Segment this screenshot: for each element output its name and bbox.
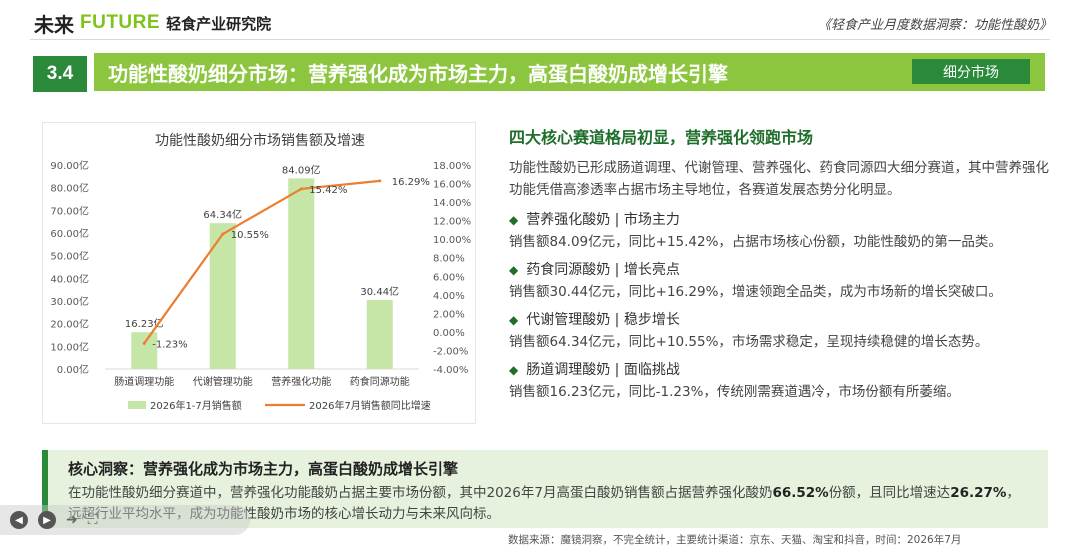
bar [366, 300, 393, 369]
segment-item: ◆ 药食同源酸奶 | 增长亮点 销售额30.44亿元，同比+16.29%，增速领跑… [509, 259, 1054, 303]
segment-title: 药食同源酸奶 | 增长亮点 [526, 262, 680, 278]
diamond-bullet-icon: ◆ [509, 363, 519, 377]
segment-title: 营养强化酸奶 | 市场主力 [526, 212, 680, 228]
right-intro: 功能性酸奶已形成肠道调理、代谢管理、营养强化、药食同源四大细分赛道，其中营养强化… [509, 160, 1049, 198]
line-point [378, 179, 382, 183]
section-title: 功能性酸奶细分市场：营养强化成为市场主力，高蛋白酸奶成增长引擎 [108, 61, 728, 86]
logo-cn: 未来 [34, 12, 74, 37]
logo: 未来 FUTURE 轻食产业研究院 [34, 8, 271, 38]
y-right-tick-label: 4.00% [433, 291, 465, 302]
segment-title: 肠道调理酸奶 | 面临挑战 [526, 362, 680, 378]
y-right-tick-label: -4.00% [433, 365, 468, 376]
bar [288, 178, 315, 369]
y-right-tick-label: 16.00% [433, 180, 471, 191]
line-point [221, 232, 225, 236]
growth-line [143, 179, 380, 344]
y-left-tick-label: 20.00亿 [50, 318, 89, 331]
y-right-tick-label: 8.00% [433, 254, 465, 265]
y-right-tick-label: 14.00% [433, 198, 471, 209]
combo-chart: 功能性酸奶细分市场销售额及增速 90.00亿 80.00亿 70.00亿 60.00亿 5… [50, 132, 471, 412]
segment-item: ◆ 代谢管理酸奶 | 稳步增长 销售额64.34亿元，同比+10.55%，市场需求… [509, 309, 1054, 353]
logo-org: 轻食产业研究院 [166, 14, 272, 33]
y-left-tick-label: 10.00亿 [50, 340, 89, 353]
legend-swatch-bar [128, 401, 146, 409]
insight-box: 核心洞察：营养强化成为市场主力，高蛋白酸奶成增长引擎 在功能性酸奶细分赛道中，营… [42, 450, 1048, 528]
right-column: 四大核心赛道格局初显，营养强化领跑市场 功能性酸奶已形成肠道调理、代谢管理、营养… [509, 124, 1054, 409]
y-left-tick-label: 40.00亿 [50, 272, 89, 285]
report-title: 《轻食产业月度数据洞察：功能性酸奶》 [817, 18, 1052, 33]
play-icon[interactable]: ▶ [38, 511, 56, 529]
line-data-label: -1.23% [152, 339, 187, 350]
header-divider [30, 39, 1050, 40]
section-tag: 细分市场 [912, 59, 1030, 84]
x-tick-label: 肠道调理功能 [114, 375, 174, 388]
y-right-tick-label: 2.00% [433, 309, 465, 320]
section-number: 3.4 [33, 56, 87, 92]
segment-desc: 销售额64.34亿元，同比+10.55%，市场需求稳定，呈现持续稳健的增长态势。 [509, 334, 989, 350]
y-left-tick-label: 30.00亿 [50, 295, 89, 308]
y-left-tick-label: 70.00亿 [50, 204, 89, 217]
segment-desc: 销售额30.44亿元，同比+16.29%，增速领跑全品类，成为市场新的增长突破口… [509, 284, 1002, 300]
section-bar: 功能性酸奶细分市场：营养强化成为市场主力，高蛋白酸奶成增长引擎 细分市场 [94, 53, 1045, 91]
diamond-bullet-icon: ◆ [509, 213, 519, 227]
segment-item: ◆ 营养强化酸奶 | 市场主力 销售额84.09亿元，同比+15.42%，占据市场… [509, 209, 1054, 253]
segment-title: 代谢管理酸奶 | 稳步增长 [526, 312, 680, 328]
right-heading: 四大核心赛道格局初显，营养强化领跑市场 [509, 128, 814, 147]
player-controls: ◀ ▶ ➜ ⛶ [0, 505, 250, 535]
line-point [142, 341, 146, 345]
fullscreen-icon[interactable]: ⛶ [87, 512, 98, 528]
next-icon[interactable]: ➜ [66, 512, 78, 528]
y-left-tick-label: 50.00亿 [50, 250, 89, 263]
bar [131, 332, 158, 369]
x-tick-label: 代谢管理功能 [193, 375, 253, 388]
chart-panel: 功能性酸奶细分市场销售额及增速 90.00亿 80.00亿 70.00亿 60.00亿 5… [42, 122, 476, 424]
logo-en: FUTURE [80, 12, 161, 33]
legend-label: 2026年7月销售额同比增速 [309, 399, 431, 412]
y-left-tick-label: 60.00亿 [50, 227, 89, 240]
y-right-tick-label: 18.00% [433, 161, 471, 172]
data-source: 数据来源：魔镜洞察，不完全统计，主要统计渠道：京东、天猫、淘宝和抖音，时间：20… [508, 534, 962, 546]
bar-data-label: 16.23亿 [125, 317, 164, 330]
line-data-label: 16.29% [392, 177, 430, 188]
y-right-tick-label: 6.00% [433, 272, 465, 283]
insight-title: 核心洞察：营养强化成为市场主力，高蛋白酸奶成增长引擎 [68, 460, 459, 478]
chart-title: 功能性酸奶细分市场销售额及增速 [155, 132, 365, 149]
segment-desc: 销售额84.09亿元，同比+15.42%，占据市场核心份额，功能性酸奶的第一品类… [509, 234, 1002, 250]
y-right-tick-label: 10.00% [433, 235, 471, 246]
x-tick-label: 营养强化功能 [271, 375, 331, 388]
bar-data-label: 64.34亿 [203, 208, 242, 221]
y-right-tick-label: -2.00% [433, 346, 468, 357]
legend-label: 2026年1-7月销售额 [150, 399, 242, 412]
segment-desc: 销售额16.23亿元，同比-1.23%，传统刚需赛道遇冷，市场份额有所萎缩。 [509, 384, 960, 400]
bar-data-label: 84.09亿 [282, 163, 321, 176]
line-data-label: 10.55% [231, 230, 269, 241]
x-tick-label: 药食同源功能 [350, 375, 410, 388]
insight-text: 在功能性酸奶细分赛道中，营养强化功能酸奶占据主要市场份额，其中2026年7月高蛋… [68, 485, 1020, 522]
insight-highlight: 66.52% [772, 485, 829, 501]
y-right-tick-label: 0.00% [433, 328, 465, 339]
y-left-tick-label: 80.00亿 [50, 182, 89, 195]
prev-icon[interactable]: ◀ [10, 511, 28, 529]
diamond-bullet-icon: ◆ [509, 313, 519, 327]
y-left-tick-label: 0.00亿 [57, 363, 89, 376]
y-left-tick-label: 90.00亿 [50, 159, 89, 172]
line-point [299, 187, 303, 191]
y-right-tick-label: 12.00% [433, 217, 471, 228]
bar-data-label: 30.44亿 [360, 285, 399, 298]
diamond-bullet-icon: ◆ [509, 263, 519, 277]
segment-item: ◆ 肠道调理酸奶 | 面临挑战 销售额16.23亿元，同比-1.23%，传统刚需赛… [509, 359, 1054, 403]
line-data-label: 15.42% [309, 185, 347, 196]
insight-highlight: 26.27% [950, 485, 1007, 501]
